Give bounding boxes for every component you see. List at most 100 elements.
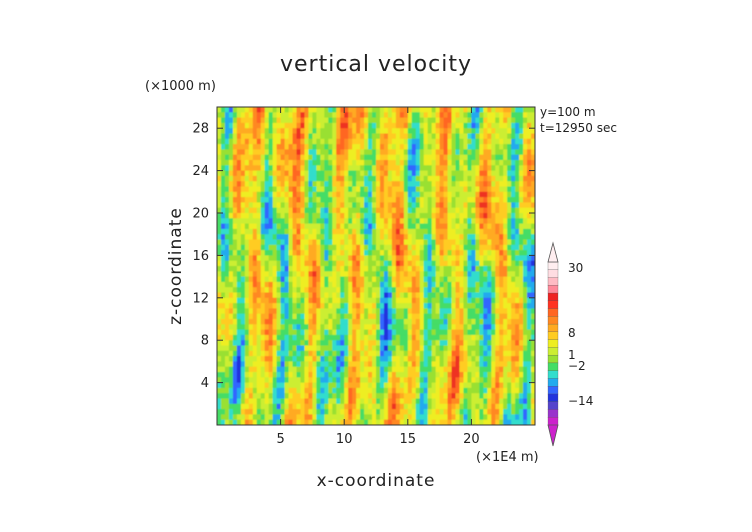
field-cell [467, 297, 472, 304]
field-cell [236, 356, 242, 362]
field-cell [483, 213, 488, 219]
field-cell [395, 260, 401, 267]
field-cell [272, 138, 278, 145]
field-cell [312, 213, 317, 219]
field-cell [240, 197, 246, 203]
field-cell [455, 255, 461, 262]
field-cell [236, 170, 242, 177]
field-cell [403, 414, 409, 421]
field-cell [475, 271, 480, 278]
colorbar-segment [547, 316, 559, 325]
field-cell [316, 340, 321, 347]
field-cell [475, 287, 480, 294]
field-cell [360, 292, 365, 299]
field-cell [423, 382, 429, 389]
field-cell [515, 266, 520, 272]
field-cell [236, 319, 242, 325]
field-cell [272, 356, 278, 362]
field-cell [344, 345, 349, 352]
field-cell [387, 276, 393, 283]
field-cell [507, 350, 512, 357]
field-cell [284, 356, 290, 362]
field-cell [515, 319, 520, 325]
field-cell [304, 228, 310, 235]
field-cell [244, 191, 250, 198]
field-cell [415, 175, 421, 182]
field-cell [256, 213, 262, 219]
field-cell [272, 403, 278, 410]
field-cell [284, 170, 290, 177]
field-cell [503, 112, 508, 119]
field-cell [316, 191, 321, 198]
field-cell [511, 160, 516, 166]
field-cell [427, 382, 433, 389]
field-cell [507, 207, 512, 214]
field-cell [292, 372, 298, 378]
field-cell [352, 202, 357, 209]
field-cell [455, 271, 461, 278]
field-cell [391, 276, 397, 283]
field-cell [348, 324, 353, 331]
field-cell [479, 329, 484, 336]
field-cell [459, 324, 465, 331]
field-cell [256, 117, 262, 124]
field-cell [368, 345, 373, 352]
field-cell [356, 345, 361, 352]
field-cell [328, 303, 333, 309]
field-cell [379, 266, 385, 272]
field-cell [439, 313, 445, 320]
field-cell [503, 409, 508, 415]
field-cell [515, 213, 520, 219]
field-cell [280, 213, 286, 219]
field-cell [463, 255, 469, 262]
field-cell [252, 271, 258, 278]
field-cell [228, 186, 234, 193]
field-cell [487, 250, 492, 256]
field-cell [387, 107, 393, 113]
field-cell [403, 308, 409, 315]
field-cell [491, 228, 496, 235]
field-cell [316, 197, 321, 203]
field-cell [217, 107, 222, 113]
field-cell [519, 149, 524, 156]
field-cell [316, 345, 321, 352]
field-cell [487, 181, 492, 188]
field-cell [451, 244, 457, 251]
field-cell [340, 191, 345, 198]
field-cell [483, 419, 488, 425]
field-cell [391, 334, 397, 341]
field-cell [523, 117, 528, 124]
field-cell [356, 239, 361, 246]
field-cell [527, 112, 532, 119]
field-cell [352, 244, 357, 251]
field-cell [391, 356, 397, 362]
field-cell [312, 266, 317, 272]
field-cell [459, 271, 465, 278]
field-cell [467, 218, 472, 225]
field-cell [455, 197, 461, 203]
field-cell [252, 303, 258, 309]
field-cell [411, 181, 417, 188]
field-cell [312, 244, 317, 251]
field-cell [411, 154, 417, 161]
field-cell [383, 165, 389, 172]
field-cell [260, 334, 266, 341]
field-cell [427, 308, 433, 315]
field-cell [507, 334, 512, 341]
field-cell [332, 202, 337, 209]
field-cell [344, 419, 349, 425]
field-cell [288, 191, 294, 198]
field-cell [515, 361, 520, 368]
field-cell [332, 112, 337, 119]
field-cell [344, 112, 349, 119]
field-cell [376, 160, 381, 166]
field-cell [352, 138, 357, 145]
field-cell [383, 366, 389, 373]
field-cell [272, 266, 278, 272]
field-cell [411, 340, 417, 347]
field-cell [507, 372, 512, 378]
field-cell [531, 377, 535, 384]
field-cell [260, 138, 266, 145]
field-cell [499, 356, 504, 362]
field-cell [336, 266, 341, 272]
